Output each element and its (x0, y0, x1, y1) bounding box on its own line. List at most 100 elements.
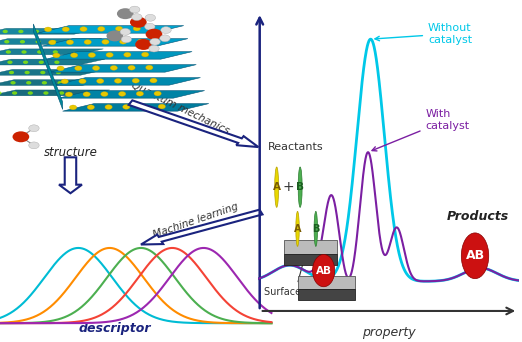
Circle shape (120, 28, 130, 35)
Circle shape (53, 50, 58, 54)
Circle shape (145, 23, 155, 30)
Circle shape (57, 81, 63, 84)
Circle shape (10, 81, 16, 84)
Circle shape (40, 71, 45, 74)
Circle shape (97, 79, 104, 83)
Polygon shape (50, 65, 196, 72)
Circle shape (75, 66, 82, 71)
Circle shape (298, 167, 302, 207)
Circle shape (25, 71, 30, 74)
Circle shape (128, 65, 135, 70)
Circle shape (314, 211, 317, 246)
Circle shape (6, 50, 11, 54)
Polygon shape (128, 100, 258, 147)
Circle shape (7, 61, 13, 64)
Text: B: B (312, 224, 319, 234)
Circle shape (12, 91, 17, 95)
Polygon shape (0, 59, 105, 65)
Circle shape (106, 53, 113, 57)
Circle shape (56, 71, 61, 74)
Circle shape (121, 36, 132, 43)
Polygon shape (0, 69, 106, 75)
Polygon shape (0, 39, 102, 44)
Text: Surface sites: Surface sites (264, 258, 327, 297)
Circle shape (9, 71, 14, 74)
Circle shape (105, 105, 112, 109)
Circle shape (160, 35, 170, 42)
Circle shape (130, 17, 147, 28)
Circle shape (57, 66, 64, 71)
Polygon shape (0, 28, 100, 34)
Circle shape (133, 26, 140, 31)
Circle shape (101, 92, 108, 96)
Text: Without
catalyst: Without catalyst (375, 23, 472, 44)
Circle shape (43, 91, 49, 95)
Circle shape (21, 50, 27, 54)
Circle shape (110, 66, 117, 70)
Polygon shape (58, 91, 205, 98)
Circle shape (135, 39, 152, 50)
Circle shape (87, 105, 94, 110)
Circle shape (51, 40, 56, 43)
Circle shape (132, 78, 139, 83)
Text: AB: AB (316, 266, 331, 276)
Circle shape (49, 40, 56, 45)
Polygon shape (46, 52, 192, 59)
Circle shape (53, 53, 60, 58)
Circle shape (140, 104, 148, 109)
Circle shape (79, 79, 86, 84)
Circle shape (120, 39, 127, 44)
Circle shape (69, 105, 77, 110)
Text: With
catalyst: With catalyst (372, 109, 470, 151)
Circle shape (98, 27, 105, 31)
Polygon shape (141, 210, 263, 245)
Circle shape (23, 61, 28, 64)
Text: AB: AB (466, 249, 484, 262)
Circle shape (37, 50, 42, 54)
Circle shape (137, 39, 145, 44)
Ellipse shape (461, 233, 489, 279)
FancyBboxPatch shape (298, 289, 355, 300)
FancyBboxPatch shape (298, 276, 355, 289)
Circle shape (129, 6, 140, 13)
Circle shape (146, 29, 162, 40)
Circle shape (92, 66, 100, 70)
Circle shape (102, 39, 109, 44)
Circle shape (59, 91, 64, 95)
Text: B: B (296, 182, 304, 192)
FancyBboxPatch shape (284, 254, 337, 265)
Circle shape (141, 52, 149, 57)
Ellipse shape (313, 254, 335, 287)
Circle shape (88, 53, 96, 57)
Circle shape (106, 30, 123, 41)
Text: structure: structure (43, 146, 98, 159)
Polygon shape (63, 104, 209, 111)
Circle shape (0, 91, 2, 95)
Circle shape (50, 30, 55, 33)
Polygon shape (0, 90, 110, 96)
Polygon shape (59, 157, 82, 193)
Circle shape (42, 81, 47, 84)
Circle shape (123, 105, 130, 109)
Circle shape (35, 40, 41, 43)
Circle shape (136, 91, 144, 96)
Circle shape (29, 142, 39, 149)
Circle shape (145, 14, 156, 21)
Polygon shape (0, 80, 108, 86)
Circle shape (83, 92, 90, 96)
Circle shape (80, 27, 87, 31)
Circle shape (28, 91, 33, 95)
Circle shape (150, 38, 160, 45)
Circle shape (66, 40, 74, 45)
Circle shape (4, 40, 9, 43)
Text: Reactants: Reactants (267, 142, 323, 152)
Text: +: + (282, 180, 294, 194)
Polygon shape (42, 39, 188, 46)
Circle shape (115, 26, 123, 31)
Circle shape (124, 52, 131, 57)
Circle shape (62, 27, 69, 32)
Polygon shape (54, 78, 200, 85)
Text: A: A (294, 224, 301, 234)
Circle shape (65, 92, 73, 97)
Text: A: A (272, 182, 281, 192)
